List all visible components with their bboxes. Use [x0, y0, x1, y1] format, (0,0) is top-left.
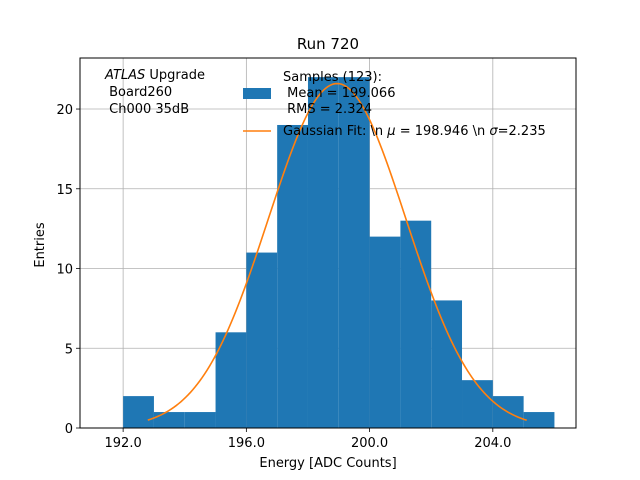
x-axis-label: Energy [ADC Counts] [259, 456, 396, 471]
axes-frame [79, 57, 577, 429]
y-tick-label: 20 [56, 103, 73, 118]
sigma-symbol: σ [489, 124, 498, 139]
histogram-bar [462, 380, 493, 428]
histogram-bar [277, 124, 308, 428]
atlas-label: ATLAS [104, 68, 145, 83]
y-tick-label: 0 [65, 422, 73, 437]
x-tick-label: 192.0 [105, 436, 142, 451]
histogram-bar [153, 412, 185, 428]
mu-value: = 198.946 \n [396, 124, 490, 139]
y-axis-ticks: 0 5 10 15 20 [56, 103, 80, 437]
x-tick-label: 196.0 [228, 436, 265, 451]
fit-label-prefix: Gaussian Fit: \n [283, 124, 387, 139]
histogram-bars [123, 77, 555, 428]
y-tick-label: 5 [65, 342, 73, 357]
legend: Samples (123): Mean = 199.066 RMS = 2.32… [243, 70, 546, 139]
atlas-annotation: ATLAS Upgrade Board260 Ch000 35dB [104, 68, 205, 117]
sigma-value: =2.235 [498, 124, 546, 139]
y-tick-label: 15 [56, 183, 73, 198]
y-axis-label: Entries [33, 222, 48, 268]
histogram-bar [184, 412, 216, 428]
chart-title: Run 720 [297, 35, 359, 53]
annotation-channel: Ch000 35dB [105, 102, 189, 117]
upgrade-label: Upgrade [145, 68, 205, 83]
legend-histogram-patch [243, 88, 271, 99]
mu-symbol: μ [386, 124, 395, 139]
legend-fit-label: Gaussian Fit: \n μ = 198.946 \n σ=2.235 [283, 124, 546, 139]
histogram-bar [431, 300, 463, 428]
gaussian-fit-curve [147, 82, 527, 421]
histogram-bar [523, 412, 555, 428]
x-tick-label: 200.0 [351, 436, 388, 451]
legend-samples-label: Samples (123): [283, 70, 382, 85]
x-axis-ticks: 192.0 196.0 200.0 204.0 [105, 428, 511, 451]
y-tick-label: 10 [56, 263, 73, 278]
histogram-bar [123, 396, 154, 428]
histogram-bar [338, 77, 370, 428]
histogram-bar [307, 77, 339, 428]
annotation-line-1: ATLAS Upgrade [104, 68, 205, 83]
histogram-bar [369, 236, 401, 428]
histogram-bar [400, 220, 432, 428]
histogram-bar [246, 252, 278, 428]
legend-rms-label: RMS = 2.324 [283, 102, 372, 117]
legend-mean-label: Mean = 199.066 [283, 86, 395, 101]
x-tick-label: 204.0 [474, 436, 511, 451]
annotation-board: Board260 [105, 85, 172, 100]
histogram-bar [215, 332, 247, 428]
